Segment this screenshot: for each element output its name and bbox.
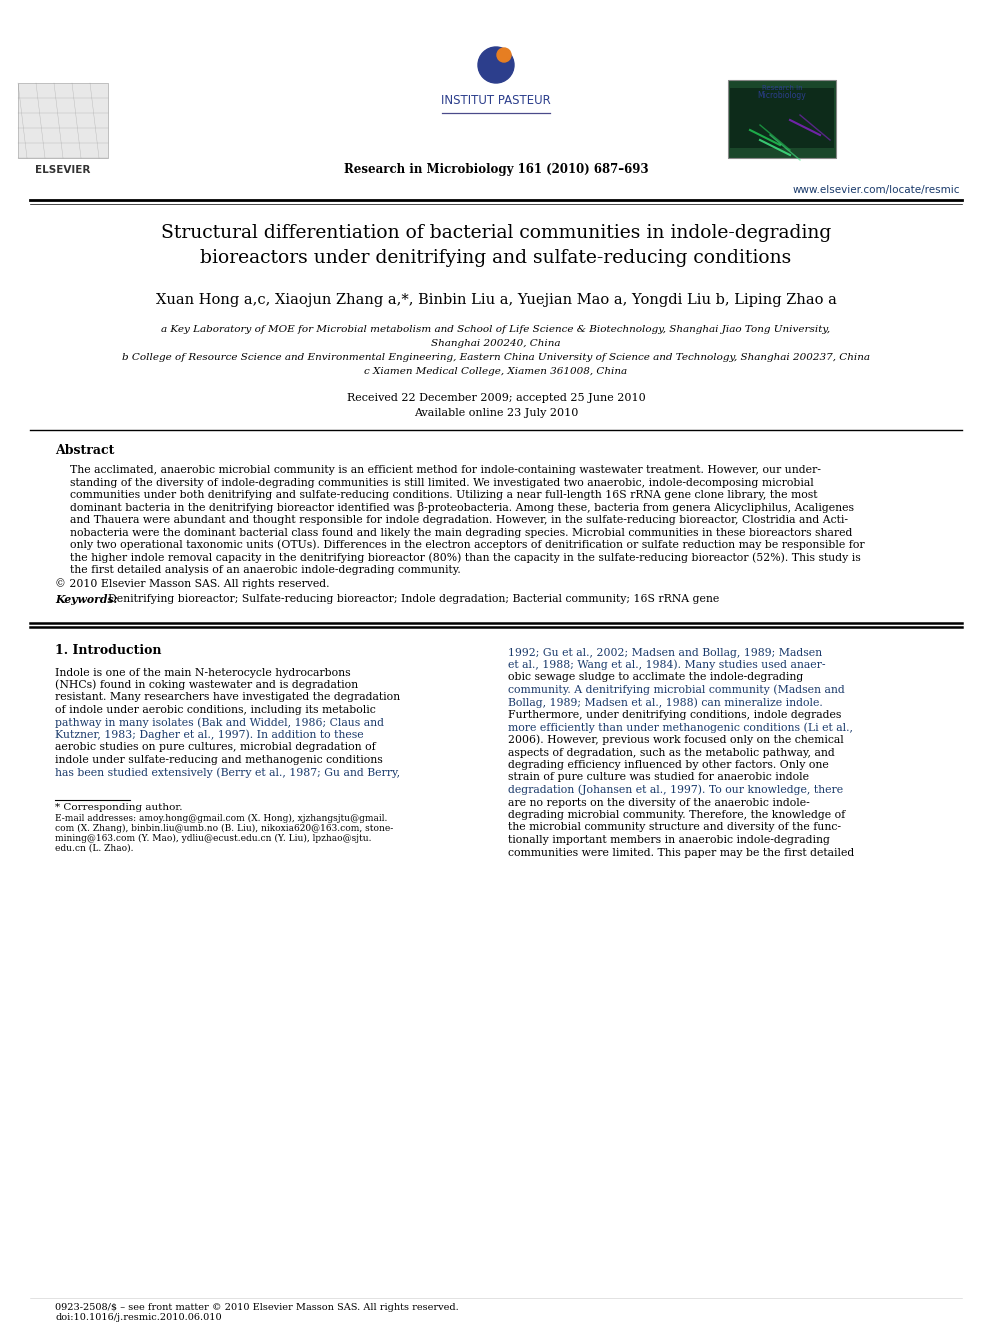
Text: bioreactors under denitrifying and sulfate-reducing conditions: bioreactors under denitrifying and sulfa… bbox=[200, 249, 792, 267]
Text: Denitrifying bioreactor; Sulfate-reducing bioreactor; Indole degradation; Bacter: Denitrifying bioreactor; Sulfate-reducin… bbox=[108, 594, 719, 605]
Text: degrading microbial community. Therefore, the knowledge of: degrading microbial community. Therefore… bbox=[508, 810, 845, 820]
Text: tionally important members in anaerobic indole-degrading: tionally important members in anaerobic … bbox=[508, 835, 830, 845]
Text: standing of the diversity of indole-degrading communities is still limited. We i: standing of the diversity of indole-degr… bbox=[70, 478, 813, 487]
Text: www.elsevier.com/locate/resmic: www.elsevier.com/locate/resmic bbox=[793, 185, 960, 194]
Text: Microbiology: Microbiology bbox=[758, 91, 806, 101]
Text: the first detailed analysis of an anaerobic indole-degrading community.: the first detailed analysis of an anaero… bbox=[70, 565, 460, 576]
Circle shape bbox=[478, 48, 514, 83]
Text: Furthermore, under denitrifying conditions, indole degrades: Furthermore, under denitrifying conditio… bbox=[508, 710, 841, 720]
Text: degradation (Johansen et al., 1997). To our knowledge, there: degradation (Johansen et al., 1997). To … bbox=[508, 785, 843, 795]
Text: the higher indole removal capacity in the denitrifying bioreactor (80%) than the: the higher indole removal capacity in th… bbox=[70, 552, 861, 562]
Text: resistant. Many researchers have investigated the degradation: resistant. Many researchers have investi… bbox=[55, 692, 400, 703]
Text: 1. Introduction: 1. Introduction bbox=[55, 644, 162, 658]
Text: Abstract: Abstract bbox=[55, 443, 114, 456]
Text: of indole under aerobic conditions, including its metabolic: of indole under aerobic conditions, incl… bbox=[55, 705, 376, 714]
Text: community. A denitrifying microbial community (Madsen and: community. A denitrifying microbial comm… bbox=[508, 685, 845, 696]
Text: are no reports on the diversity of the anaerobic indole-: are no reports on the diversity of the a… bbox=[508, 798, 809, 807]
Text: INSTITUT PASTEUR: INSTITUT PASTEUR bbox=[441, 94, 551, 106]
Text: and Thauera were abundant and thought responsible for indole degradation. Howeve: and Thauera were abundant and thought re… bbox=[70, 515, 848, 525]
Text: c Xiamen Medical College, Xiamen 361008, China: c Xiamen Medical College, Xiamen 361008,… bbox=[364, 368, 628, 377]
Text: Xuan Hong a,c, Xiaojun Zhang a,*, Binbin Liu a, Yuejian Mao a, Yongdi Liu b, Lip: Xuan Hong a,c, Xiaojun Zhang a,*, Binbin… bbox=[156, 292, 836, 307]
FancyBboxPatch shape bbox=[730, 89, 834, 148]
Text: Shanghai 200240, China: Shanghai 200240, China bbox=[432, 340, 560, 348]
Text: doi:10.1016/j.resmic.2010.06.010: doi:10.1016/j.resmic.2010.06.010 bbox=[55, 1314, 221, 1323]
Text: Keywords:: Keywords: bbox=[55, 594, 118, 605]
Text: 1992; Gu et al., 2002; Madsen and Bollag, 1989; Madsen: 1992; Gu et al., 2002; Madsen and Bollag… bbox=[508, 647, 822, 658]
Text: Research in: Research in bbox=[762, 85, 803, 91]
Text: more efficiently than under methanogenic conditions (Li et al.,: more efficiently than under methanogenic… bbox=[508, 722, 853, 733]
Text: only two operational taxonomic units (OTUs). Differences in the electron accepto: only two operational taxonomic units (OT… bbox=[70, 540, 865, 550]
Text: Kutzner, 1983; Dagher et al., 1997). In addition to these: Kutzner, 1983; Dagher et al., 1997). In … bbox=[55, 730, 364, 741]
Text: com (X. Zhang), binbin.liu@umb.no (B. Liu), nikoxia620@163.com, stone-: com (X. Zhang), binbin.liu@umb.no (B. Li… bbox=[55, 823, 393, 832]
Text: * Corresponding author.: * Corresponding author. bbox=[55, 803, 183, 811]
Text: mining@163.com (Y. Mao), ydliu@ecust.edu.cn (Y. Liu), lpzhao@sjtu.: mining@163.com (Y. Mao), ydliu@ecust.edu… bbox=[55, 833, 371, 843]
Circle shape bbox=[497, 48, 511, 62]
Text: a Key Laboratory of MOE for Microbial metabolism and School of Life Science & Bi: a Key Laboratory of MOE for Microbial me… bbox=[162, 325, 830, 335]
FancyBboxPatch shape bbox=[18, 83, 108, 157]
Text: 0923-2508/$ – see front matter © 2010 Elsevier Masson SAS. All rights reserved.: 0923-2508/$ – see front matter © 2010 El… bbox=[55, 1303, 458, 1312]
Text: Received 22 December 2009; accepted 25 June 2010: Received 22 December 2009; accepted 25 J… bbox=[346, 393, 646, 404]
Text: obic sewage sludge to acclimate the indole-degrading: obic sewage sludge to acclimate the indo… bbox=[508, 672, 804, 683]
Text: Research in Microbiology 161 (2010) 687–693: Research in Microbiology 161 (2010) 687–… bbox=[343, 164, 649, 176]
FancyBboxPatch shape bbox=[728, 79, 836, 157]
Text: has been studied extensively (Berry et al., 1987; Gu and Berry,: has been studied extensively (Berry et a… bbox=[55, 767, 400, 778]
Text: aerobic studies on pure cultures, microbial degradation of: aerobic studies on pure cultures, microb… bbox=[55, 742, 376, 753]
Text: the microbial community structure and diversity of the func-: the microbial community structure and di… bbox=[508, 823, 841, 832]
Text: ELSEVIER: ELSEVIER bbox=[36, 165, 90, 175]
Text: 2006). However, previous work focused only on the chemical: 2006). However, previous work focused on… bbox=[508, 734, 844, 745]
Text: et al., 1988; Wang et al., 1984). Many studies used anaer-: et al., 1988; Wang et al., 1984). Many s… bbox=[508, 660, 825, 671]
Text: indole under sulfate-reducing and methanogenic conditions: indole under sulfate-reducing and methan… bbox=[55, 755, 383, 765]
Text: communities under both denitrifying and sulfate-reducing conditions. Utilizing a: communities under both denitrifying and … bbox=[70, 490, 817, 500]
Text: Structural differentiation of bacterial communities in indole-degrading: Structural differentiation of bacterial … bbox=[161, 224, 831, 242]
Text: edu.cn (L. Zhao).: edu.cn (L. Zhao). bbox=[55, 844, 134, 852]
Text: © 2010 Elsevier Masson SAS. All rights reserved.: © 2010 Elsevier Masson SAS. All rights r… bbox=[55, 578, 329, 589]
Text: (NHCs) found in coking wastewater and is degradation: (NHCs) found in coking wastewater and is… bbox=[55, 680, 358, 691]
Text: b College of Resource Science and Environmental Engineering, Eastern China Unive: b College of Resource Science and Enviro… bbox=[122, 353, 870, 363]
Text: degrading efficiency influenced by other factors. Only one: degrading efficiency influenced by other… bbox=[508, 759, 828, 770]
Text: The acclimated, anaerobic microbial community is an efficient method for indole-: The acclimated, anaerobic microbial comm… bbox=[70, 464, 820, 475]
Text: strain of pure culture was studied for anaerobic indole: strain of pure culture was studied for a… bbox=[508, 773, 809, 782]
Text: Available online 23 July 2010: Available online 23 July 2010 bbox=[414, 407, 578, 418]
Text: E-mail addresses: amoy.hong@gmail.com (X. Hong), xjzhangsjtu@gmail.: E-mail addresses: amoy.hong@gmail.com (X… bbox=[55, 814, 387, 823]
Text: communities were limited. This paper may be the first detailed: communities were limited. This paper may… bbox=[508, 848, 854, 857]
Text: Bollag, 1989; Madsen et al., 1988) can mineralize indole.: Bollag, 1989; Madsen et al., 1988) can m… bbox=[508, 697, 822, 708]
Text: pathway in many isolates (Bak and Widdel, 1986; Claus and: pathway in many isolates (Bak and Widdel… bbox=[55, 717, 384, 728]
Text: nobacteria were the dominant bacterial class found and likely the main degrading: nobacteria were the dominant bacterial c… bbox=[70, 528, 852, 537]
Text: dominant bacteria in the denitrifying bioreactor identified was β-proteobacteria: dominant bacteria in the denitrifying bi… bbox=[70, 501, 854, 513]
Text: aspects of degradation, such as the metabolic pathway, and: aspects of degradation, such as the meta… bbox=[508, 747, 834, 758]
Text: Indole is one of the main N-heterocycle hydrocarbons: Indole is one of the main N-heterocycle … bbox=[55, 668, 350, 677]
